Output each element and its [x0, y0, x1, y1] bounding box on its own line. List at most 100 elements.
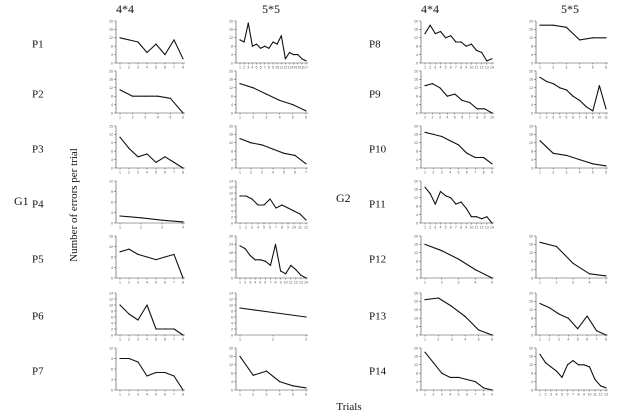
- data-point: [305, 277, 307, 279]
- x-tick-label: 5: [458, 393, 460, 397]
- y-tick-label: 0: [111, 221, 113, 225]
- x-tick-label: 6: [260, 66, 262, 70]
- y-tick-label: 12: [414, 36, 418, 40]
- data-point: [565, 89, 568, 91]
- y-tick-label: 8: [531, 45, 533, 49]
- data-point: [164, 371, 166, 374]
- series-line: [424, 351, 493, 391]
- data-point: [257, 204, 259, 206]
- y-tick-label: 20: [414, 300, 418, 304]
- data-point: [295, 269, 297, 271]
- data-point: [250, 142, 252, 144]
- x-tick-label: 4: [556, 393, 558, 397]
- y-tick-label: 14: [229, 291, 233, 295]
- data-point: [297, 54, 299, 56]
- x-tick-label: 11: [279, 66, 283, 70]
- x-tick-label: 16: [300, 66, 304, 70]
- y-tick-label: 8: [111, 95, 113, 99]
- data-point: [265, 93, 267, 95]
- x-tick-label: 4: [464, 338, 466, 342]
- y-tick-label: 8: [111, 309, 113, 313]
- data-point: [239, 195, 241, 197]
- data-point: [457, 258, 460, 260]
- x-tick-label: 12: [283, 66, 287, 70]
- x-tick-label: 2: [552, 66, 554, 70]
- y-tick-label: 9: [111, 190, 113, 194]
- data-point: [599, 385, 602, 387]
- data-point: [137, 253, 139, 255]
- x-tick-label: 2: [128, 338, 130, 342]
- x-tick-label: 6: [164, 393, 166, 397]
- data-point: [128, 248, 130, 250]
- y-tick-label: 20: [529, 291, 533, 295]
- x-tick-label: 2: [252, 116, 254, 120]
- data-point: [169, 97, 171, 99]
- data-point: [486, 60, 488, 62]
- y-tick-label: 0: [531, 166, 533, 170]
- x-tick-label: 10: [490, 116, 494, 120]
- data-point: [552, 24, 554, 26]
- data-point: [305, 60, 307, 62]
- y-tick-label: 12: [414, 86, 418, 90]
- x-tick-label: 3: [305, 338, 307, 342]
- data-point: [259, 259, 261, 261]
- y-tick-label: 0: [111, 166, 113, 170]
- x-tick-label: 2: [252, 393, 254, 397]
- x-tick-label: 1: [239, 338, 241, 342]
- y-tick-label: 20: [229, 69, 233, 73]
- data-point: [155, 259, 157, 261]
- y-tick-label: 4: [231, 158, 233, 162]
- data-point: [451, 305, 453, 307]
- x-tick-label: 5: [445, 226, 447, 230]
- x-tick-label: 4: [279, 116, 281, 120]
- x-tick-label: 14: [490, 66, 494, 70]
- data-point: [572, 262, 574, 264]
- data-point: [491, 277, 493, 279]
- y-tick-label: 8: [416, 95, 418, 99]
- x-tick-label: 10: [469, 66, 473, 70]
- data-point: [128, 357, 130, 360]
- data-point: [465, 207, 467, 209]
- x-tick-label: 4: [182, 226, 184, 230]
- y-tick-label: 12: [109, 346, 113, 350]
- data-point: [592, 163, 594, 165]
- y-tick-label: 0: [231, 276, 233, 280]
- y-tick-label: 6: [111, 367, 113, 371]
- y-tick-label: 8: [416, 150, 418, 154]
- x-tick-label: 7: [173, 171, 175, 175]
- group-label-g2: G2: [336, 191, 351, 205]
- data-point: [293, 210, 295, 212]
- x-tick-label: 5: [155, 338, 157, 342]
- x-tick-label: 4: [559, 116, 561, 120]
- x-tick-label: 3: [251, 226, 253, 230]
- y-tick-label: 12: [109, 179, 113, 183]
- y-tick-label: 12: [414, 251, 418, 255]
- x-tick-label: 1: [119, 338, 121, 342]
- x-tick-label: 14: [292, 66, 296, 70]
- y-tick-label: 0: [416, 388, 418, 392]
- x-tick-label: 8: [483, 393, 485, 397]
- x-tick-label: 9: [465, 66, 467, 70]
- data-point: [239, 355, 241, 357]
- data-point: [579, 39, 581, 41]
- y-tick-label: 0: [531, 276, 533, 280]
- data-point: [268, 47, 270, 49]
- x-tick-label: 6: [466, 171, 468, 175]
- x-tick-label: 3: [249, 281, 251, 285]
- participant-label-p5: P5: [32, 254, 44, 266]
- series-line: [239, 243, 307, 279]
- y-tick-label: 8: [416, 260, 418, 264]
- data-point: [119, 251, 121, 253]
- data-point: [274, 243, 277, 245]
- y-tick-label: 4: [231, 321, 233, 325]
- data-point: [146, 304, 148, 306]
- y-tick-label: 0: [416, 276, 418, 280]
- x-tick-label: 1: [539, 281, 541, 285]
- series-line: [119, 89, 184, 114]
